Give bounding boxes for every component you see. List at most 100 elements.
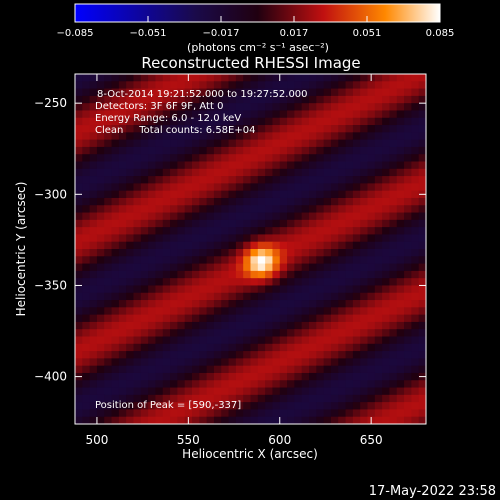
heatmap-cell [118, 256, 127, 264]
heatmap-cell [221, 365, 229, 374]
heatmap-cell [301, 365, 310, 374]
heatmap-cell [323, 278, 332, 286]
heatmap-cell [323, 270, 332, 279]
heatmap-cell [411, 219, 420, 228]
heatmap-cell [140, 168, 149, 177]
heatmap-cell [118, 351, 127, 359]
heatmap-cell [301, 197, 310, 206]
heatmap-cell [104, 263, 112, 272]
heatmap-cell [389, 227, 398, 235]
heatmap-cell [330, 241, 339, 250]
heatmap-cell [367, 234, 376, 243]
heatmap-cell [396, 168, 405, 177]
heatmap-cell [389, 409, 398, 418]
heatmap-cell [184, 394, 193, 403]
heatmap-cell [396, 74, 405, 82]
heatmap-cell [396, 205, 405, 213]
heatmap-cell [177, 139, 186, 148]
heatmap-cell [338, 132, 346, 141]
heatmap-cell [279, 110, 288, 119]
heatmap-cell [118, 285, 127, 294]
heatmap-cell [96, 205, 105, 213]
heatmap-cell [396, 81, 405, 89]
heatmap-cell [301, 270, 310, 279]
heatmap-cell [265, 81, 273, 89]
heatmap-cell [75, 132, 83, 141]
heatmap-cell [411, 351, 420, 359]
heatmap-cell [148, 168, 156, 177]
heatmap-cell [345, 117, 354, 126]
heatmap-cell [396, 409, 405, 418]
heatmap-cell [360, 249, 368, 257]
heatmap-cell [221, 168, 229, 177]
heatmap-cell [330, 219, 339, 228]
heatmap-cell [279, 227, 288, 235]
heatmap-cell [301, 343, 310, 352]
heatmap-cell [206, 329, 215, 337]
heatmap-cell [330, 88, 339, 97]
heatmap-cell [206, 249, 215, 257]
heatmap-cell [352, 197, 361, 206]
heatmap-cell [126, 329, 134, 337]
heatmap-cell [250, 387, 259, 396]
heatmap-cell [162, 321, 171, 330]
heatmap-cell [309, 380, 317, 388]
heatmap-cell [250, 394, 259, 403]
heatmap-cell [192, 358, 200, 367]
heatmap-cell [418, 81, 427, 89]
heatmap-cell [75, 300, 83, 308]
heatmap-cell [330, 285, 339, 294]
heatmap-cell [206, 110, 215, 119]
heatmap-cell [272, 125, 281, 133]
heatmap-cell [330, 387, 339, 396]
heatmap-cell [162, 161, 171, 170]
heatmap-cell [118, 132, 127, 141]
heatmap-cell [89, 343, 98, 352]
heatmap-cell [96, 110, 105, 119]
heatmap-cell [382, 300, 390, 308]
heatmap-cell [360, 212, 368, 221]
heatmap-cell [287, 234, 295, 243]
heatmap-cell [206, 161, 215, 170]
heatmap-cell [404, 95, 412, 104]
heatmap-cell [177, 227, 186, 235]
heatmap-cell [228, 365, 237, 374]
heatmap-cell [82, 176, 91, 184]
heatmap-cell [155, 336, 164, 345]
heatmap-cell [330, 234, 339, 243]
heatmap-cell [323, 358, 332, 367]
heatmap-cell [309, 285, 317, 294]
heatmap-cell [148, 249, 156, 257]
heatmap-cell [316, 212, 325, 221]
heatmap-cell [374, 125, 383, 133]
heatmap-cell [382, 241, 390, 250]
heatmap-cell [287, 416, 295, 425]
heatmap-cell [96, 300, 105, 308]
heatmap-cell [213, 380, 222, 388]
heatmap-cell [265, 358, 273, 367]
heatmap-cell [250, 168, 259, 177]
heatmap-cell [338, 285, 346, 294]
heatmap-cell [75, 219, 83, 228]
heatmap-cell [396, 380, 405, 388]
heatmap-cell [272, 95, 281, 104]
heatmap-cell [170, 380, 178, 388]
heatmap-cell [199, 88, 208, 97]
heatmap-cell [133, 394, 142, 403]
heatmap-cell [279, 95, 288, 104]
heatmap-cell [345, 387, 354, 396]
heatmap-cell [96, 139, 105, 148]
heatmap-cell [265, 161, 273, 170]
heatmap-cell [396, 241, 405, 250]
heatmap-cell [192, 372, 200, 381]
heatmap-cell [272, 336, 281, 345]
heatmap-cell [89, 176, 98, 184]
heatmap-cell [411, 292, 420, 301]
heatmap-cell [330, 402, 339, 410]
heatmap-cell [389, 176, 398, 184]
heatmap-cell [177, 336, 186, 345]
heatmap-cell [199, 125, 208, 133]
heatmap-cell [228, 176, 237, 184]
heatmap-cell [257, 292, 266, 301]
heatmap-cell [155, 300, 164, 308]
